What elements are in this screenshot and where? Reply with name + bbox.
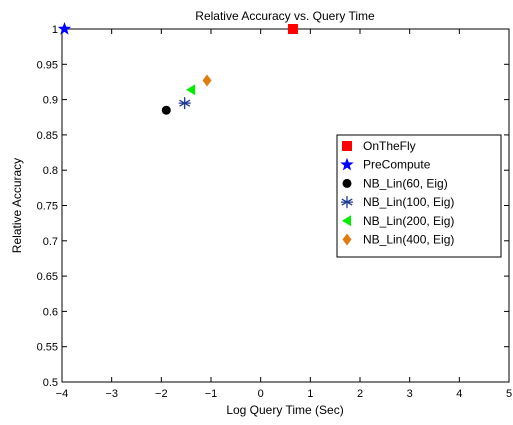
y-tick-label: 0.95 bbox=[37, 59, 58, 71]
legend-label-1: OnTheFly bbox=[363, 139, 416, 153]
x-tick-label: 4 bbox=[456, 388, 462, 400]
legend-marker-6 bbox=[342, 233, 352, 246]
y-tick-label: 0.5 bbox=[43, 377, 58, 389]
x-tick-label: 3 bbox=[407, 388, 413, 400]
y-tick-label: 0.75 bbox=[37, 201, 58, 213]
data-point-6 bbox=[202, 74, 212, 87]
x-tick-label: −2 bbox=[155, 388, 168, 400]
legend-marker-4 bbox=[341, 196, 353, 209]
data-point-3 bbox=[161, 105, 171, 115]
x-tick-label: 0 bbox=[258, 388, 264, 400]
legend-label-4: NB_Lin(100, Eig) bbox=[363, 195, 454, 209]
legend-label-2: PreCompute bbox=[363, 158, 431, 172]
legend-label-3: NB_Lin(60, Eig) bbox=[363, 176, 448, 190]
x-tick-label: −1 bbox=[205, 388, 218, 400]
x-tick-label: 5 bbox=[506, 388, 512, 400]
y-axis-title: Relative Accuracy bbox=[10, 158, 24, 253]
y-tick-label: 0.9 bbox=[43, 95, 58, 107]
y-tick-label: 0.7 bbox=[43, 236, 58, 248]
y-tick-label: 0.55 bbox=[37, 342, 58, 354]
y-axis: 0.5 0.55 0.6 0.65 0.7 0.75 0.8 0.85 0.9 0.95 1 bbox=[37, 24, 509, 389]
chart-title: Relative Accuracy vs. Query Time bbox=[195, 9, 375, 23]
legend-marker-2 bbox=[340, 157, 354, 171]
x-tick-label: 1 bbox=[307, 388, 313, 400]
data-point-5 bbox=[186, 84, 196, 96]
y-tick-label: 0.65 bbox=[37, 271, 58, 283]
y-tick-label: 0.85 bbox=[37, 130, 58, 142]
y-tick-label: 0.8 bbox=[43, 165, 58, 177]
legend-marker-1 bbox=[342, 141, 352, 151]
legend-marker-5 bbox=[342, 215, 351, 227]
x-axis-title: Log Query Time (Sec) bbox=[226, 403, 343, 417]
legend-box bbox=[336, 134, 502, 258]
data-point-1 bbox=[287, 24, 298, 34]
x-tick-label: −4 bbox=[56, 388, 69, 400]
legend-label-6: NB_Lin(400, Eig) bbox=[363, 233, 454, 247]
legend-label-5: NB_Lin(200, Eig) bbox=[363, 214, 454, 228]
legend: OnTheFly PreCompute NB_Lin(60, Eig) NB_Lin(… bbox=[336, 134, 502, 258]
data-points bbox=[57, 22, 298, 115]
data-point-4 bbox=[178, 97, 191, 110]
y-tick-label: 0.6 bbox=[43, 306, 58, 318]
data-point-2 bbox=[57, 22, 72, 35]
x-tick-label: −3 bbox=[105, 388, 118, 400]
x-tick-label: 2 bbox=[357, 388, 363, 400]
y-tick-label: 1 bbox=[52, 24, 58, 36]
x-axis: −4 −3 −2 −1 0 1 2 3 4 5 bbox=[56, 29, 512, 400]
legend-marker-3 bbox=[342, 178, 352, 188]
